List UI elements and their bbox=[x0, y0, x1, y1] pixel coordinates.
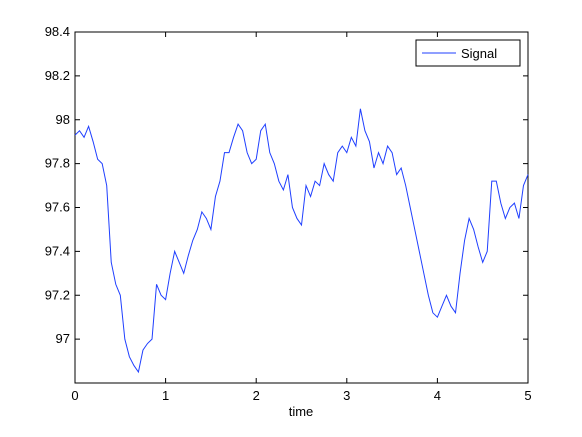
x-tick-label: 1 bbox=[162, 388, 169, 403]
y-tick-label: 98.4 bbox=[45, 24, 70, 39]
x-axis-label: time bbox=[289, 404, 314, 419]
y-tick-label: 97.2 bbox=[45, 287, 70, 302]
y-tick-label: 97.4 bbox=[45, 243, 70, 258]
signal-line bbox=[74, 108, 529, 374]
plot-area bbox=[74, 31, 529, 384]
x-tick-label: 4 bbox=[434, 388, 441, 403]
x-tick-label: 5 bbox=[524, 388, 531, 403]
y-tick-label: 97.6 bbox=[45, 200, 70, 215]
x-tick-label: 2 bbox=[253, 388, 260, 403]
x-tick-label: 3 bbox=[343, 388, 350, 403]
y-tick-label: 98.2 bbox=[45, 68, 70, 83]
legend-label: Signal bbox=[461, 46, 497, 61]
y-tick-label: 97 bbox=[56, 331, 70, 346]
y-tick-label: 97.8 bbox=[45, 156, 70, 171]
y-tick-label: 98 bbox=[56, 112, 70, 127]
x-tick-label: 0 bbox=[71, 388, 78, 403]
